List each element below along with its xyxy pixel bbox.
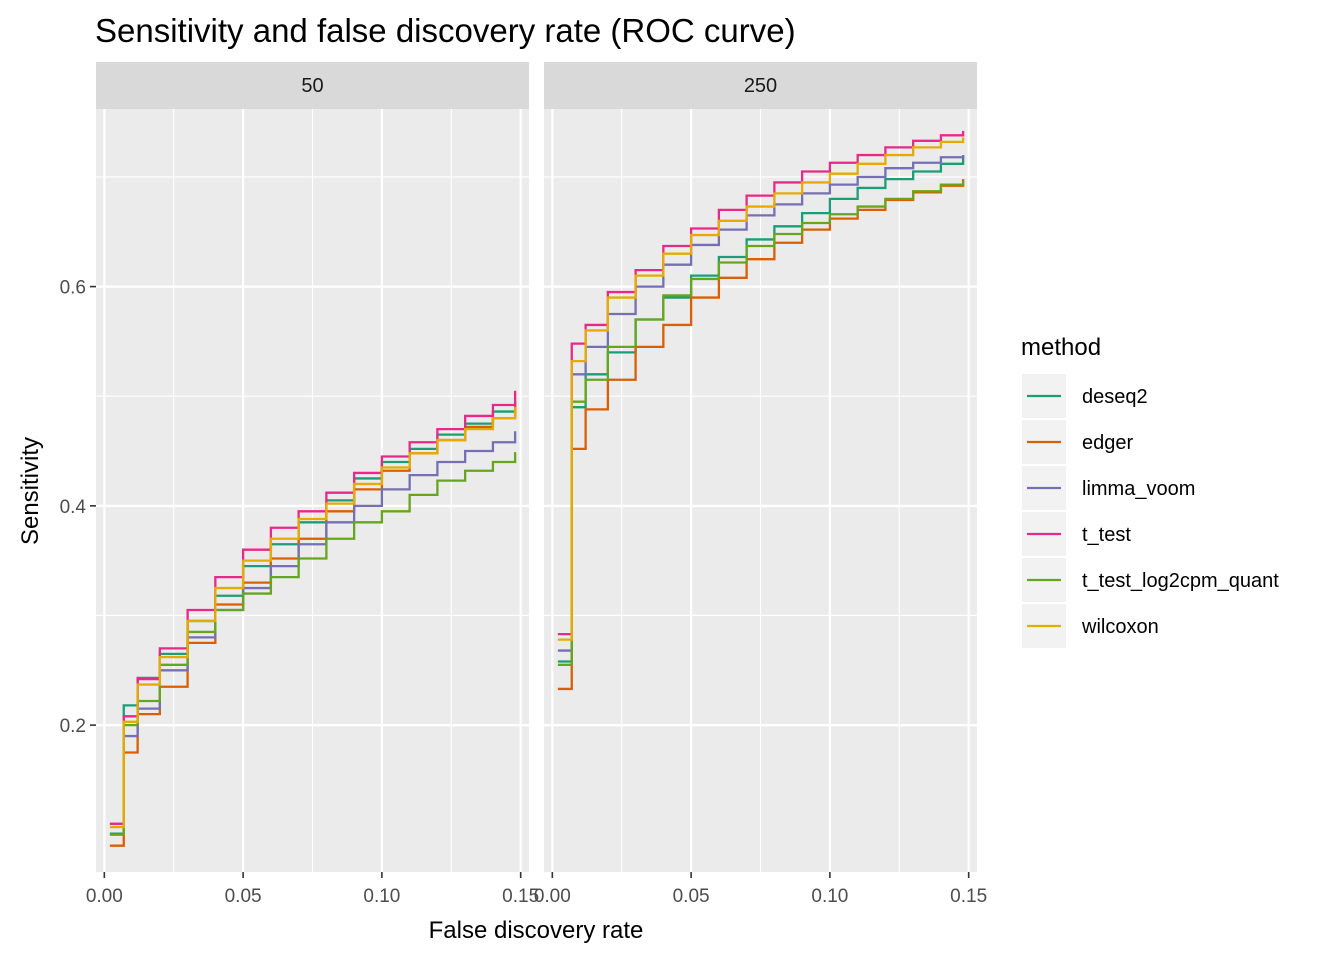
series-line-t-test-log2cpm-quant [109,452,517,836]
series-line-wilcoxon [557,137,965,641]
y-tick-label: 0.6 [60,278,86,299]
strip-50-background [96,62,529,109]
x-tick-label: 0.15 [950,886,987,907]
y-axis-title: Sensitivity [17,437,44,545]
x-tick-label: 0.10 [363,886,400,907]
panel-50-x-axis: 0.00 0.05 0.10 0.15 [86,872,539,907]
series-line-t-test-log2cpm-quant [557,180,965,666]
x-tick-label: 0.10 [811,886,848,907]
chart-title: Sensitivity and false discovery rate (RO… [95,12,796,49]
x-tick-label: 0.15 [502,886,539,907]
legend-label: wilcoxon [1081,616,1159,638]
y-tick-label: 0.4 [60,497,87,518]
strip-250-label: 250 [744,75,777,97]
y-tick-label: 0.2 [60,716,86,737]
y-axis: 0.2 0.4 0.6 [60,278,96,737]
panel-50: 50 0.00 0.05 0.10 0.15 [86,62,539,907]
x-axis-title: False discovery rate [429,917,644,944]
legend: method deseq2 edger limma_voom t_test t_test… [1021,334,1279,648]
x-tick-label: 0.00 [86,886,123,907]
strip-50-label: 50 [301,75,323,97]
legend-title: method [1021,334,1101,361]
legend-label: t_test [1082,524,1131,546]
legend-label: edger [1082,432,1133,454]
legend-label: t_test_log2cpm_quant [1082,570,1279,592]
x-tick-label: 0.05 [673,886,710,907]
x-tick-label: 0.00 [534,886,571,907]
strip-250-background [544,62,977,109]
panel-250-x-axis: 0.00 0.05 0.10 0.15 [534,872,987,907]
legend-label: limma_voom [1082,478,1195,500]
legend-label: deseq2 [1082,386,1148,408]
series-line-wilcoxon [109,407,517,829]
x-tick-label: 0.05 [225,886,262,907]
panel-50-series [109,390,517,847]
panel-250: 250 0.00 0.05 0.10 0.15 [534,62,987,907]
panel-250-series [557,130,965,691]
